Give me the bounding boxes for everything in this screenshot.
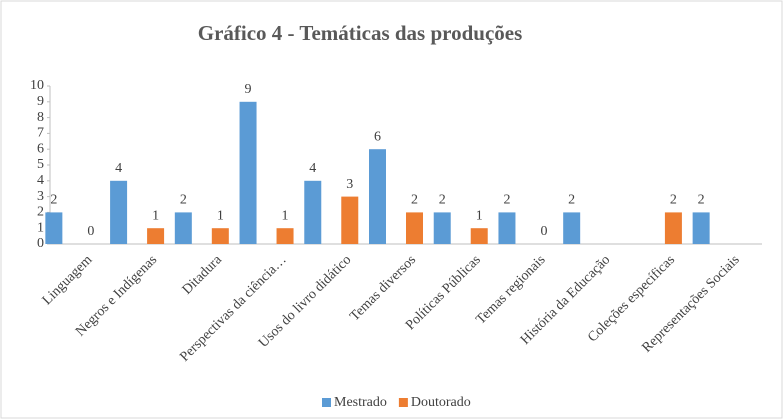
y-tick-label: 7 (37, 126, 44, 141)
data-label: 2 (670, 193, 677, 208)
bar (276, 228, 294, 244)
y-tick-label: 5 (37, 157, 44, 172)
data-label: 2 (180, 193, 187, 208)
data-label: 2 (503, 193, 510, 208)
y-tick-label: 0 (37, 236, 44, 251)
bar (174, 212, 192, 244)
data-label: 2 (698, 193, 705, 208)
data-label: 4 (115, 161, 122, 176)
y-tick-label: 10 (30, 78, 44, 93)
data-label: 1 (217, 208, 224, 223)
bar (45, 212, 63, 244)
data-label: 1 (282, 208, 289, 223)
bar (341, 196, 359, 244)
bar (369, 149, 386, 244)
chart-title: Gráfico 4 - Temáticas das produções (198, 21, 523, 45)
data-label: 2 (50, 193, 57, 208)
data-label: 2 (568, 193, 575, 208)
bar (304, 180, 322, 244)
bar (147, 228, 165, 244)
bar (498, 212, 516, 244)
bar (563, 212, 581, 244)
data-label: 3 (346, 177, 353, 192)
legend-swatch (398, 398, 408, 407)
bar (470, 228, 488, 244)
bar (692, 212, 710, 244)
bar (406, 212, 423, 244)
legend-swatch (322, 398, 331, 407)
data-label: 2 (411, 193, 418, 208)
bar (211, 228, 229, 244)
data-label: 6 (374, 129, 381, 144)
data-label: 9 (245, 82, 252, 97)
data-label: 1 (476, 208, 483, 223)
y-tick-label: 1 (37, 220, 44, 235)
data-label: 0 (87, 224, 94, 239)
data-label: 0 (540, 224, 547, 239)
y-tick-label: 6 (37, 141, 44, 156)
y-tick-label: 4 (37, 173, 44, 188)
legend-label: Doutorado (411, 395, 471, 410)
data-label: 4 (309, 161, 316, 176)
y-tick-label: 9 (37, 94, 44, 109)
y-tick-label: 3 (37, 189, 44, 204)
bar (433, 212, 451, 244)
y-tick-label: 2 (37, 205, 44, 220)
legend-label: Mestrado (334, 395, 387, 410)
bar (664, 212, 682, 244)
bar (239, 101, 257, 244)
data-label: 2 (439, 193, 446, 208)
data-label: 1 (152, 208, 159, 223)
y-tick-label: 8 (37, 110, 44, 125)
bar (110, 180, 128, 244)
